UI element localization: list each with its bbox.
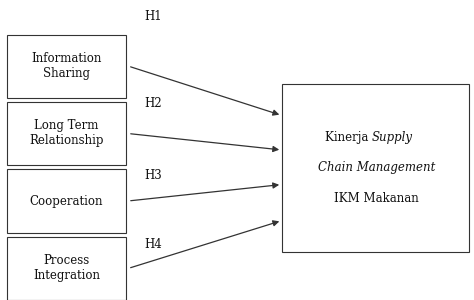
Text: IKM Makanan: IKM Makanan bbox=[335, 191, 419, 205]
FancyBboxPatch shape bbox=[282, 84, 469, 252]
Text: Chain Management: Chain Management bbox=[318, 161, 436, 175]
Text: Kinerja: Kinerja bbox=[325, 131, 372, 145]
Text: Information
Sharing: Information Sharing bbox=[31, 52, 101, 80]
Text: H4: H4 bbox=[145, 238, 162, 251]
FancyBboxPatch shape bbox=[7, 102, 126, 165]
Text: H2: H2 bbox=[145, 97, 162, 110]
FancyBboxPatch shape bbox=[7, 237, 126, 300]
FancyBboxPatch shape bbox=[7, 169, 126, 232]
Text: H3: H3 bbox=[145, 169, 162, 182]
Text: H1: H1 bbox=[145, 10, 162, 23]
Text: Process
Integration: Process Integration bbox=[33, 254, 100, 283]
Text: Cooperation: Cooperation bbox=[29, 194, 103, 208]
FancyBboxPatch shape bbox=[7, 34, 126, 98]
Text: Supply: Supply bbox=[372, 131, 413, 145]
Text: Long Term
Relationship: Long Term Relationship bbox=[29, 119, 104, 148]
